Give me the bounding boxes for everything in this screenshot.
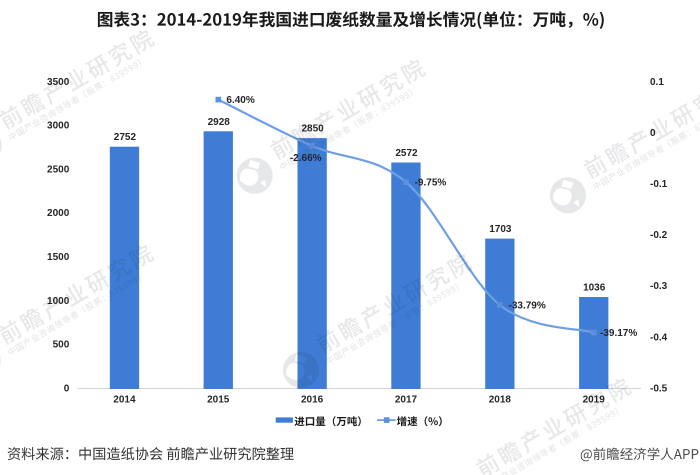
svg-text:-9.75%: -9.75% — [415, 178, 447, 189]
svg-text:-0.4: -0.4 — [650, 332, 668, 343]
svg-text:0.1: 0.1 — [650, 77, 664, 88]
svg-text:2019: 2019 — [583, 395, 606, 406]
svg-text:2500: 2500 — [47, 164, 70, 175]
svg-text:500: 500 — [53, 340, 70, 351]
svg-text:0: 0 — [650, 128, 656, 139]
svg-text:-2.66%: -2.66% — [290, 153, 322, 164]
svg-text:0: 0 — [64, 383, 70, 394]
svg-text:-0.3: -0.3 — [650, 281, 668, 292]
svg-text:1500: 1500 — [47, 252, 70, 263]
svg-text:-39.17%: -39.17% — [600, 328, 637, 339]
svg-text:2017: 2017 — [395, 395, 418, 406]
svg-text:1000: 1000 — [47, 296, 70, 307]
svg-text:2014: 2014 — [113, 395, 136, 406]
svg-text:3000: 3000 — [47, 121, 70, 132]
svg-text:-0.5: -0.5 — [650, 383, 668, 394]
svg-text:2015: 2015 — [207, 395, 230, 406]
svg-text:-33.79%: -33.79% — [509, 301, 546, 312]
svg-text:1703: 1703 — [489, 224, 512, 235]
svg-text:-0.1: -0.1 — [650, 179, 668, 190]
svg-text:2850: 2850 — [301, 124, 324, 135]
svg-text:2752: 2752 — [114, 132, 137, 143]
svg-text:2018: 2018 — [489, 395, 512, 406]
svg-text:-0.2: -0.2 — [650, 230, 668, 241]
svg-text:2928: 2928 — [208, 117, 231, 128]
svg-text:2572: 2572 — [395, 148, 418, 159]
svg-text:1036: 1036 — [583, 283, 606, 294]
svg-text:6.40%: 6.40% — [226, 95, 254, 106]
svg-text:2016: 2016 — [301, 395, 324, 406]
svg-text:2000: 2000 — [47, 208, 70, 219]
